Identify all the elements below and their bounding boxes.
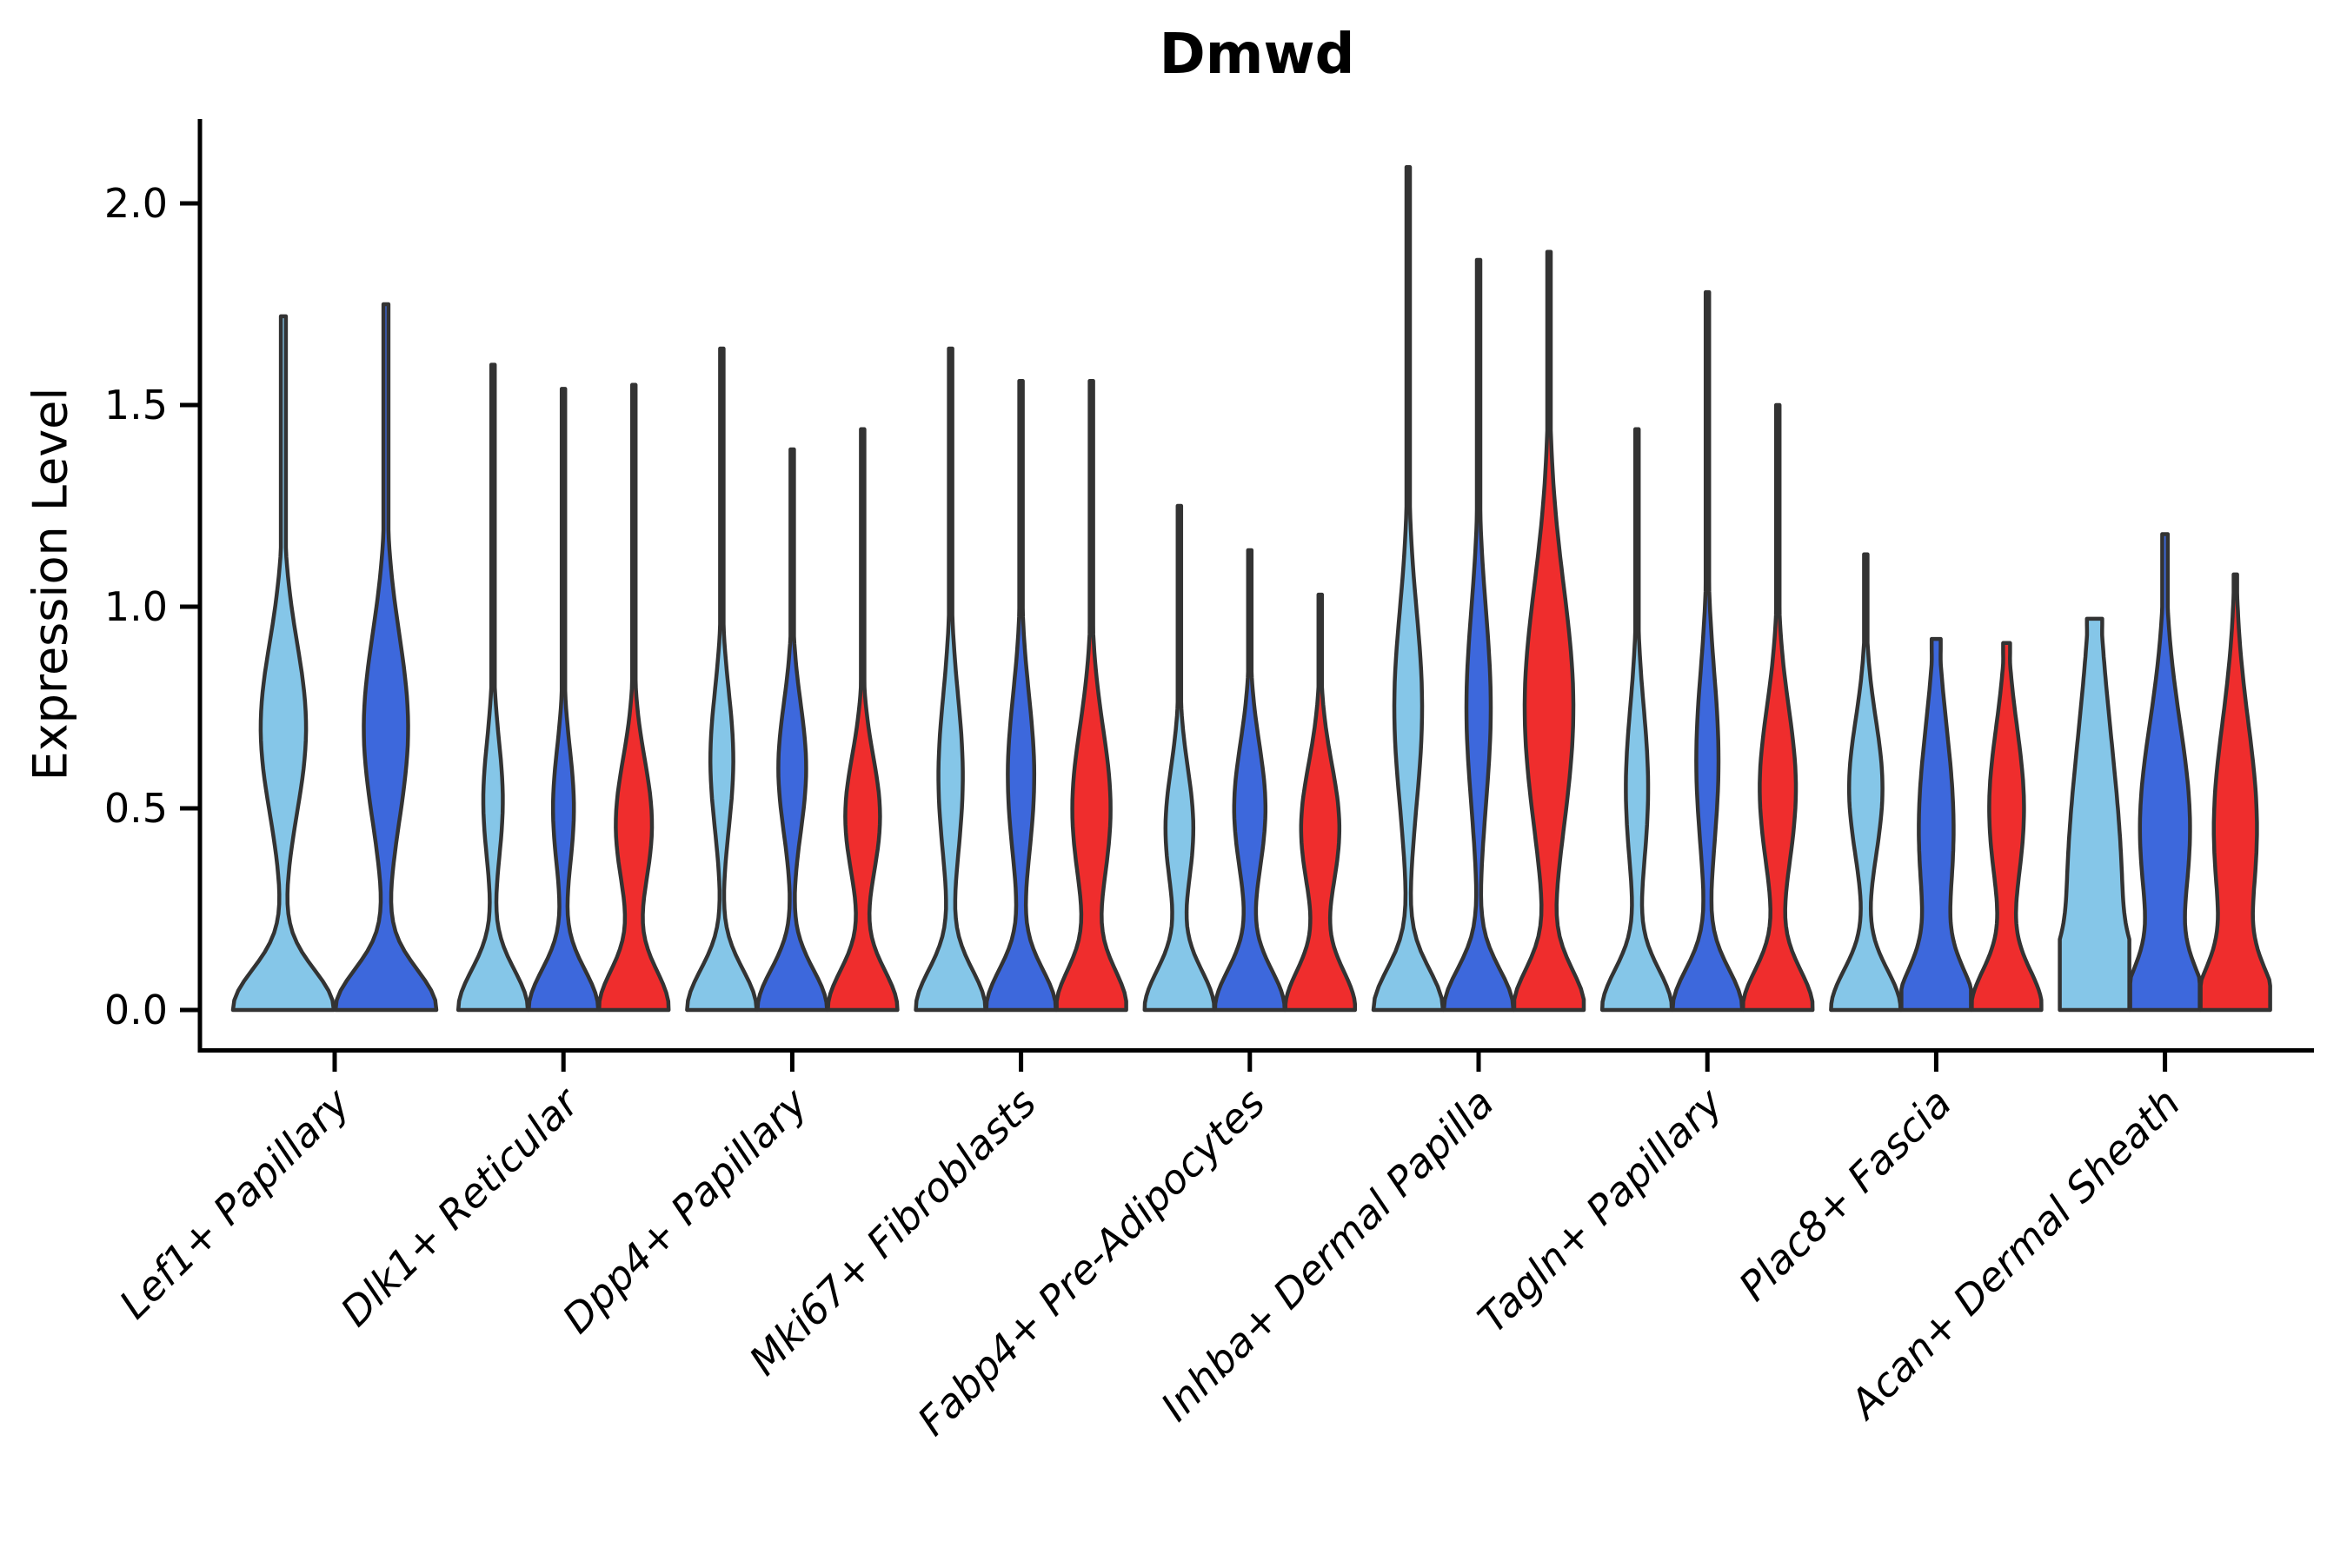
violin-acan-dermal-sheath-royalblue [2128,532,2202,1013]
x-category-label: Tagln+ Papillary [1469,1079,1732,1342]
chart-title: Dmwd [1159,23,1355,87]
violin-inhba-dermal-papilla-royalblue [1441,257,1516,1013]
x-category-label: Dpp4+ Papillary [554,1079,817,1342]
y-tick-label: 0.5 [104,785,168,832]
violin-tagln-papillary-red [1740,402,1815,1013]
violin-tagln-papillary-skyblue [1599,427,1674,1013]
violin-mki67-fibroblasts-skyblue [914,346,987,1013]
violin-mki67-fibroblasts-red [1054,378,1128,1013]
violin-dpp4-papillary-skyblue [685,346,759,1013]
violin-lef1-papillary-royalblue [333,302,439,1013]
x-category-label: Dlk1+ Reticular [331,1077,589,1335]
violin-inhba-dermal-papilla-red [1512,249,1586,1013]
violin-fabp4-pre-adipocytes-royalblue [1213,548,1287,1013]
violin-acan-dermal-sheath-red [2198,572,2272,1013]
violin-inhba-dermal-papilla-skyblue [1371,164,1446,1013]
violin-plac8-fascia-red [1970,641,2044,1013]
y-tick-label: 0.0 [104,987,168,1033]
violin-dpp4-papillary-royalblue [755,447,829,1013]
violin-fabp4-pre-adipocytes-red [1283,592,1358,1013]
y-axis-label: Expression Level [23,387,78,781]
violin-lef1-papillary-skyblue [230,314,336,1013]
violin-dlk1-reticular-skyblue [455,362,530,1013]
violin-dpp4-papillary-red [826,427,900,1013]
violin-mki67-fibroblasts-royalblue [984,378,1058,1013]
violin-fabp4-pre-adipocytes-skyblue [1142,503,1217,1013]
violin-dlk1-reticular-red [596,382,671,1013]
x-category-label: Plac8+ Fascia [1730,1080,1960,1310]
x-category-label: Lef1+ Papillary [110,1079,359,1327]
y-tick-label: 2.0 [104,180,168,227]
violin-plac8-fascia-royalblue [1899,636,1973,1013]
violin-plac8-fascia-skyblue [1829,552,1903,1013]
y-tick-label: 1.0 [104,583,168,630]
y-tick-label: 1.5 [104,382,168,429]
violin-tagln-papillary-royalblue [1670,289,1745,1013]
violin-acan-dermal-sheath-skyblue [2058,616,2131,1013]
violin-dlk1-reticular-royalblue [526,387,601,1013]
